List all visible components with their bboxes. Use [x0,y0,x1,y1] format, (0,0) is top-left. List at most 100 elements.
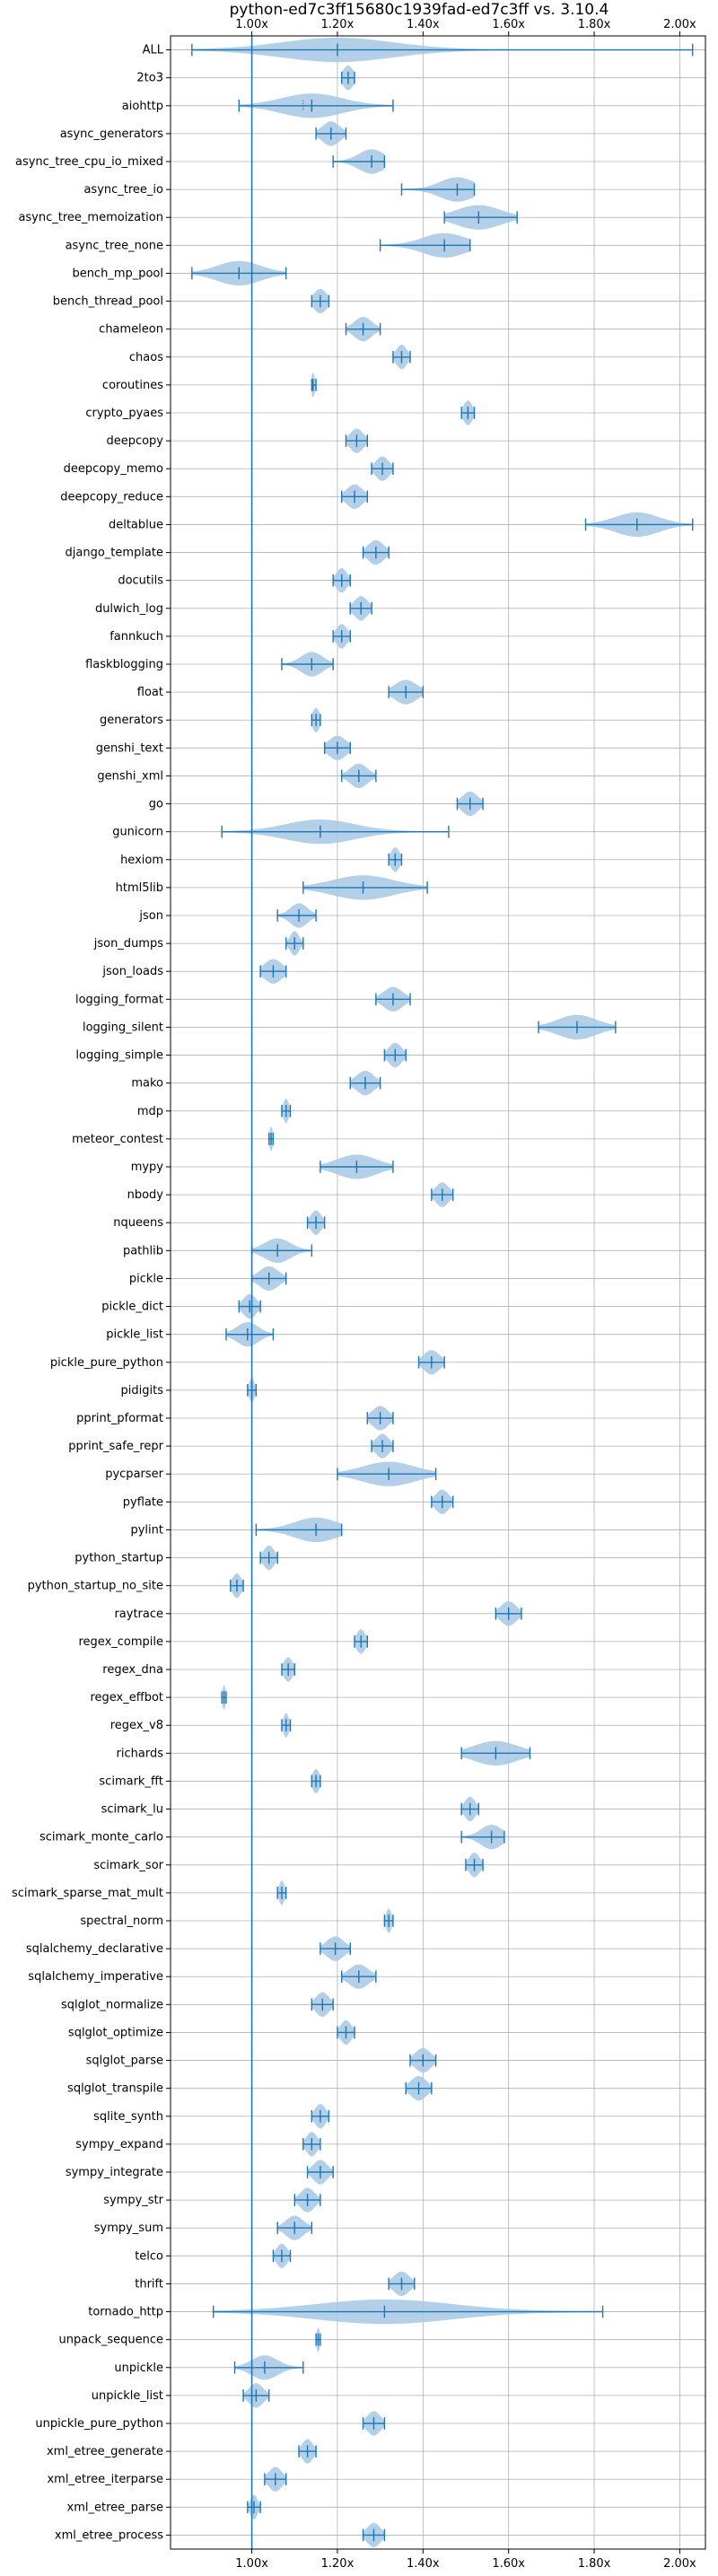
benchmark-label: gunicorn [112,826,163,839]
tick-layer [166,31,680,2554]
benchmark-label: nbody [127,1188,164,1202]
benchmark-label: pidigits [121,1384,164,1398]
benchmark-label: unpack_sequence [58,2334,163,2347]
x-tick-label-top: 2.00x [663,18,696,31]
benchmark-label: python_startup [74,1552,163,1565]
benchmark-label: deepcopy [106,434,163,448]
benchmark-label: sqlglot_normalize [61,1998,163,2011]
benchmark-label: chaos [129,351,163,364]
benchmark-label: scimark_monte_carlo [39,1831,163,1844]
benchmark-label: bench_mp_pool [72,267,163,280]
benchmark-label: regex_compile [78,1635,163,1649]
benchmark-label: go [149,798,163,811]
benchmark-label: regex_effbot [90,1691,163,1704]
chart-title: python-ed7c3ff15680c1939fad-ed7c3ff vs. … [230,1,609,19]
x-tick-label-top: 1.20x [321,18,355,31]
benchmark-label: fannkuch [109,630,163,644]
benchmark-label: sympy_str [103,2194,163,2207]
benchmark-label: logging_simple [75,1049,163,1063]
benchmark-label: unpickle_list [92,2389,163,2403]
benchmark-label: sympy_integrate [66,2166,163,2179]
benchmark-label: generators [100,714,163,727]
violin-layer [191,36,694,2549]
benchmark-label: hexiom [120,854,163,867]
benchmark-label: regex_dna [102,1663,163,1677]
benchmark-label: sqlite_synth [93,2110,163,2124]
benchmark-label: 2to3 [136,72,163,85]
benchmark-label: regex_v8 [110,1719,163,1732]
benchmark-label: richards [117,1747,164,1760]
benchmark-label: sqlalchemy_declarative [26,1942,163,1956]
benchmark-label: crypto_pyaes [85,407,163,420]
benchmark-label: ALL [143,44,164,57]
benchmark-label: json [138,909,163,923]
x-tick-label-top: 1.80x [578,18,611,31]
benchmark-label: django_template [66,547,163,560]
benchmark-label: async_tree_memoization [18,211,163,224]
benchmark-label: float [137,686,163,699]
benchmark-label: pickle [129,1272,163,1285]
benchmark-label: dulwich_log [95,602,163,616]
benchmark-label: python_startup_no_site [28,1580,163,1593]
benchmark-label: xml_etree_parse [67,2501,163,2514]
plot-frame [170,35,706,2550]
x-tick-label-bottom: 1.40x [407,2557,440,2571]
benchmark-label: mako [131,1077,163,1091]
benchmark-label: aiohttp [122,100,163,113]
benchmark-label: sympy_sum [94,2221,163,2235]
x-tick-label-bottom: 1.20x [321,2557,355,2571]
benchmark-label: raytrace [114,1608,163,1621]
benchmark-label: async_tree_cpu_io_mixed [15,155,163,169]
benchmark-label: async_tree_io [83,183,163,197]
benchmark-label: pathlib [123,1244,163,1257]
benchmark-label: xml_etree_iterparse [47,2473,163,2486]
benchmark-label: scimark_fft [99,1774,163,1788]
benchmark-label: async_tree_none [66,239,163,252]
benchmark-label: scimark_sor [93,1859,163,1872]
benchmark-label: genshi_xml [97,769,163,783]
benchmark-label: pprint_pformat [76,1412,163,1425]
x-tick-label-bottom: 1.80x [578,2557,611,2571]
benchmark-label: telco [135,2249,163,2263]
benchmark-label: mypy [131,1161,164,1174]
benchmark-label: pickle_dict [101,1301,163,1314]
benchmark-label: pycparser [105,1468,163,1481]
x-tick-label-bottom: 1.60x [492,2557,525,2571]
benchmark-label: sqlglot_optimize [68,2026,163,2039]
benchmark-label: tornado_http [88,2306,163,2319]
benchmark-label: json_loads [101,965,163,978]
benchmark-label: nqueens [113,1216,163,1230]
benchmark-label: pprint_safe_repr [68,1440,163,1453]
benchmark-label: docutils [118,574,163,588]
benchmark-label: pickle_list [106,1328,163,1342]
benchmark-label: unpickle_pure_python [35,2417,163,2431]
benchmark-label: thrift [135,2277,163,2291]
benchmark-label: genshi_text [96,741,163,755]
benchmark-label: scimark_sparse_mat_mult [12,1887,163,1900]
benchmark-label: scimark_lu [101,1803,163,1817]
benchmark-label: pickle_pure_python [50,1356,163,1370]
benchmark-label: pylint [130,1523,163,1537]
benchmark-label: chameleon [99,323,163,337]
x-tick-label-bottom: 2.00x [663,2557,696,2571]
benchmark-label: xml_etree_process [55,2528,163,2542]
benchmark-label: flaskblogging [85,658,163,671]
benchmark-label: unpickle [114,2361,163,2375]
benchmark-label: logging_silent [83,1021,163,1034]
benchmark-label: logging_format [75,993,163,1006]
benchmark-label: html5lib [116,881,163,895]
x-tick-label-top: 1.00x [235,18,268,31]
benchmark-label: async_generators [60,127,164,141]
x-tick-label-bottom: 1.00x [235,2557,268,2571]
benchmark-label: sqlglot_parse [86,2055,163,2068]
benchmark-label: spectral_norm [80,1914,163,1928]
benchmark-label: json_dumps [93,937,163,951]
x-tick-label-top: 1.40x [407,18,440,31]
x-tick-label-top: 1.60x [492,18,525,31]
benchmark-label: sqlalchemy_imperative [28,1970,163,1984]
benchmark-label: sympy_expand [75,2138,163,2151]
benchmark-label: pyflate [123,1495,163,1509]
label-layer: ALL 2to3 aiohttp async_generators async_tree… [12,18,696,2571]
benchmark-label: deltablue [109,518,163,531]
